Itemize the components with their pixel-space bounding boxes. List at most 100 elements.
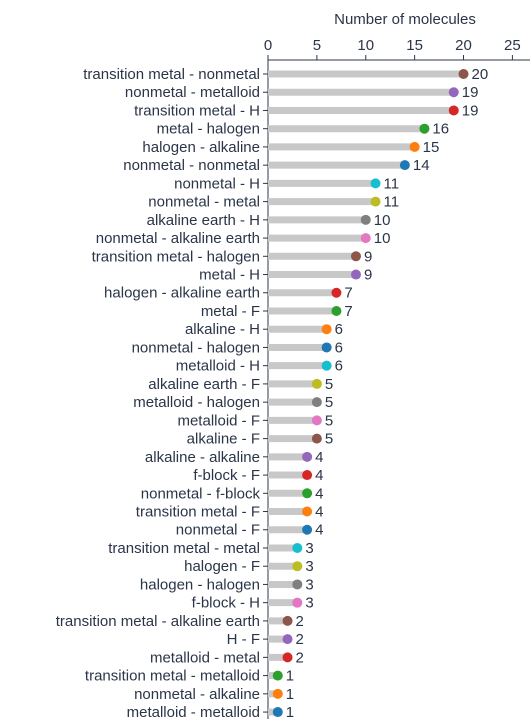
y-tick-label: nonmetal - nonmetal: [123, 157, 260, 174]
dot: [448, 87, 459, 98]
y-tick-label: halogen - alkaline: [142, 139, 260, 156]
y-tick-label: f-block - H: [192, 595, 260, 612]
value-label: 5: [325, 394, 333, 411]
x-tick-label: 10: [357, 37, 374, 54]
y-tick-label: nonmetal - alkaline: [134, 686, 260, 703]
y-tick-label: metalloid - halogen: [133, 394, 260, 411]
y-tick-label: transition metal - halogen: [92, 248, 260, 265]
value-label: 7: [344, 303, 352, 320]
dot: [409, 141, 420, 152]
x-tick-label: 20: [455, 37, 472, 54]
value-label: 10: [374, 230, 391, 247]
dot: [360, 233, 371, 244]
dot: [292, 597, 303, 608]
dot: [302, 524, 313, 535]
y-tick-label: nonmetal - metalloid: [125, 84, 260, 101]
value-label: 2: [296, 631, 304, 648]
dot: [272, 688, 283, 699]
value-label: 5: [325, 431, 333, 448]
y-tick-label: transition metal - metal: [108, 540, 260, 557]
dot: [302, 488, 313, 499]
dot: [370, 196, 381, 207]
value-label: 6: [335, 339, 343, 356]
dot: [282, 634, 293, 645]
value-label: 4: [315, 449, 323, 466]
y-tick-label: metalloid - H: [176, 358, 260, 375]
dot: [360, 214, 371, 225]
dot: [272, 670, 283, 681]
y-tick-label: alkaline earth - H: [147, 212, 260, 229]
dot: [321, 324, 332, 335]
dot: [311, 397, 322, 408]
y-tick-label: halogen - halogen: [140, 576, 260, 593]
dot: [350, 269, 361, 280]
value-label: 4: [315, 503, 323, 520]
dot: [282, 615, 293, 626]
dot: [302, 470, 313, 481]
value-label: 11: [384, 194, 400, 211]
x-tick-label: 0: [264, 37, 272, 54]
dot: [282, 652, 293, 663]
dot: [302, 506, 313, 517]
value-label: 4: [315, 467, 323, 484]
value-label: 9: [364, 266, 372, 283]
y-tick-label: f-block - F: [193, 467, 260, 484]
y-tick-label: metal - halogen: [157, 121, 260, 138]
value-label: 15: [423, 139, 440, 156]
y-tick-label: transition metal - H: [134, 102, 260, 119]
y-tick-label: nonmetal - H: [174, 175, 260, 192]
y-tick-label: halogen - F: [184, 558, 260, 575]
dot: [292, 561, 303, 572]
value-label: 5: [325, 412, 333, 429]
value-label: 2: [296, 613, 304, 630]
value-label: 3: [305, 540, 313, 557]
x-tick-label: 25: [504, 37, 521, 54]
dot: [321, 360, 332, 371]
dot: [350, 251, 361, 262]
value-label: 1: [286, 668, 294, 685]
y-tick-label: H - F: [227, 631, 260, 648]
x-axis-title: Number of molecules: [334, 11, 476, 28]
value-label: 6: [335, 321, 343, 338]
value-label: 10: [374, 212, 391, 229]
y-tick-label: metal - F: [201, 303, 260, 320]
y-tick-label: nonmetal - halogen: [132, 339, 260, 356]
value-label: 2: [296, 649, 304, 666]
dot: [331, 305, 342, 316]
y-tick-label: metalloid - metalloid: [127, 704, 260, 719]
value-label: 7: [344, 285, 352, 302]
y-tick-label: alkaline earth - F: [148, 376, 260, 393]
dot: [399, 160, 410, 171]
dot: [321, 342, 332, 353]
y-tick-label: nonmetal - metal: [148, 194, 260, 211]
y-tick-label: metalloid - F: [177, 412, 260, 429]
value-label: 6: [335, 358, 343, 375]
dot: [272, 707, 283, 718]
value-label: 19: [462, 102, 479, 119]
dot: [419, 123, 430, 134]
dot: [331, 287, 342, 298]
value-label: 11: [384, 175, 400, 192]
y-tick-label: nonmetal - alkaline earth: [96, 230, 260, 247]
dot: [458, 69, 469, 79]
value-label: 1: [286, 704, 294, 719]
y-tick-label: alkaline - F: [187, 431, 260, 448]
dot: [311, 415, 322, 426]
y-tick-label: alkaline - H: [185, 321, 260, 338]
y-tick-label: metal - H: [199, 266, 260, 283]
value-label: 14: [413, 157, 430, 174]
x-tick-label: 5: [313, 37, 321, 54]
value-label: 19: [462, 84, 479, 101]
value-label: 1: [286, 686, 294, 703]
y-tick-label: transition metal - metalloid: [85, 668, 260, 685]
y-tick-label: transition metal - F: [136, 503, 260, 520]
dot: [370, 178, 381, 189]
dot: [448, 105, 459, 116]
dot: [292, 579, 303, 590]
value-label: 20: [472, 66, 489, 83]
y-tick-label: nonmetal - F: [176, 522, 260, 539]
dot: [302, 451, 313, 462]
x-tick-label: 15: [406, 37, 423, 54]
dot: [311, 433, 322, 444]
